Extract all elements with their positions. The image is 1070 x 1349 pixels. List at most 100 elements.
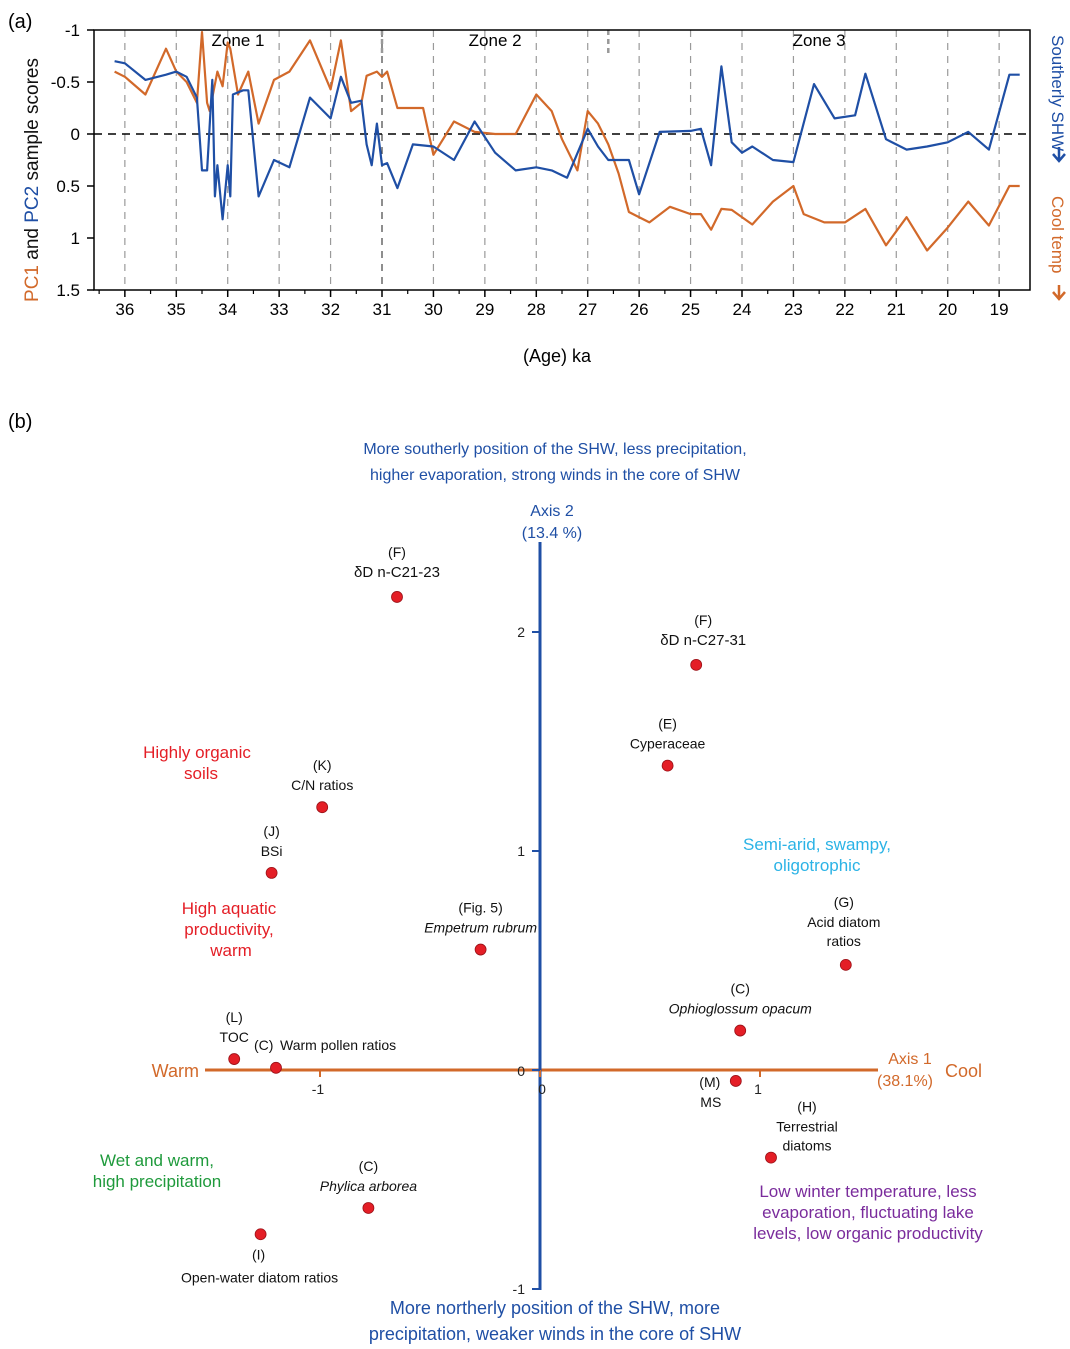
axis2-percent: (13.4 %) [522, 525, 582, 542]
panel-a-series [114, 30, 1020, 252]
data-point [765, 1151, 777, 1164]
series-line-pc2 [114, 60, 1020, 221]
point-label: Acid diatom ratios [807, 914, 880, 949]
panel-b-points: (F) δD n-C21-23 (F) δD n-C27-31 (E) Cyperacea… [181, 544, 880, 1285]
axis1-tick-label: 1 [754, 1081, 762, 1097]
data-point [254, 1228, 267, 1241]
x-tick-label: 30 [424, 300, 443, 319]
point-code: (K) [313, 757, 332, 773]
x-tick-label: 31 [373, 300, 392, 319]
y-tick-label: -1 [65, 21, 80, 40]
point-label: Phylica arborea [320, 1178, 417, 1194]
y-tick-label: 1.5 [56, 281, 80, 300]
note-semi-arid-2: oligotrophic [774, 856, 861, 875]
x-tick-label: 35 [167, 300, 186, 319]
data-point [391, 591, 403, 603]
data-point [316, 801, 329, 814]
point-label: Cyperaceae [630, 736, 706, 752]
point-label: BSi [261, 843, 283, 859]
point-code: (F) [694, 612, 712, 628]
x-tick-label: 36 [115, 300, 134, 319]
axis2-tick-label: 2 [517, 624, 525, 640]
note-wet-warm-1: Wet and warm, [100, 1151, 214, 1170]
point-label: C/N ratios [291, 777, 353, 793]
data-point [690, 658, 703, 671]
top-note-line-2: higher evaporation, strong winds in the … [370, 467, 741, 484]
panel-b-axes: -1 0 1 -1 0 1 2 [205, 542, 878, 1297]
x-tick-label: 25 [681, 300, 700, 319]
arrow-down-icon [1052, 147, 1066, 163]
point-label: Empetrum rubrum [424, 920, 537, 936]
axis1-percent: (38.1%) [877, 1073, 933, 1090]
note-low-winter-2: evaporation, fluctuating lake [762, 1203, 974, 1222]
zone-label: Zone 2 [469, 31, 522, 50]
axis2-tick-label: -1 [513, 1281, 526, 1297]
point-code: (G) [834, 894, 854, 910]
point-code: (Fig. 5) [458, 900, 502, 916]
x-tick-label: 23 [784, 300, 803, 319]
point-label: Open-water diatom ratios [181, 1269, 338, 1285]
y-tick-label: 0 [71, 125, 80, 144]
note-aquatic-1: High aquatic [182, 899, 277, 918]
top-note-line-1: More southerly position of the SHW, less… [363, 441, 746, 458]
point-code: (F) [388, 544, 406, 560]
data-point [474, 943, 487, 956]
note-highly-organic-2: soils [184, 764, 218, 783]
axis2-tick-label: 1 [517, 843, 525, 859]
data-point [265, 867, 278, 879]
arrow-down-icon [1052, 285, 1066, 301]
point-label: Ophioglossum opacum [669, 1001, 813, 1017]
x-tick-label: 22 [835, 300, 854, 319]
data-point [661, 759, 674, 772]
x-tick-label: 28 [527, 300, 546, 319]
panel-a-zones: Zone 1 Zone 2 Zone 3 [212, 30, 846, 56]
zone-label: Zone 3 [793, 31, 846, 50]
data-point [839, 958, 852, 971]
panel-a-grid [124, 30, 1000, 290]
axis1-label: Axis 1 [888, 1051, 932, 1068]
point-code: (M) [699, 1074, 720, 1090]
axis2-label: Axis 2 [530, 503, 574, 520]
y-label-pc2: PC2 [22, 186, 43, 223]
point-code: (H) [797, 1099, 816, 1115]
point-code: (C) [254, 1037, 273, 1053]
x-tick-label: 27 [578, 300, 597, 319]
series-line-pc1 [114, 30, 1020, 252]
data-point [734, 1024, 747, 1037]
x-tick-label: 24 [733, 300, 752, 319]
x-tick-label: 21 [887, 300, 906, 319]
data-point [362, 1202, 375, 1214]
point-label: δD n-C27-31 [660, 632, 746, 649]
y-tick-label: -0.5 [51, 73, 80, 92]
x-tick-label: 34 [218, 300, 237, 319]
y-tick-label: 1 [71, 229, 80, 248]
point-label: MS [700, 1094, 721, 1110]
cool-end-label: Cool [945, 1061, 982, 1081]
point-code: (J) [263, 823, 279, 839]
x-tick-label: 33 [270, 300, 289, 319]
axis1-tick-label: -1 [312, 1081, 325, 1097]
point-code: (I) [252, 1246, 265, 1262]
data-point [228, 1053, 241, 1065]
panel-a-y-ticks: -1 -0.5 0 0.5 1 1.5 [51, 21, 94, 300]
note-aquatic-3: warm [209, 941, 252, 960]
point-label: TOC [220, 1029, 249, 1045]
note-wet-warm-2: high precipitation [93, 1172, 222, 1191]
x-tick-label: 26 [630, 300, 649, 319]
panel-b-label: (b) [8, 411, 32, 433]
y-label-and: and [22, 223, 43, 265]
point-code: (E) [658, 716, 677, 732]
data-point [729, 1075, 742, 1087]
right-label-southerly-shw: Southerly SHW [1048, 35, 1067, 151]
note-highly-organic-1: Highly organic [143, 743, 251, 762]
y-label-rest: sample scores [22, 58, 43, 186]
panel-a-label: (a) [8, 11, 32, 33]
y-label-pc1: PC1 [22, 265, 43, 302]
note-low-winter-1: Low winter temperature, less [759, 1182, 976, 1201]
point-code: (C) [730, 981, 749, 997]
point-label: Warm pollen ratios [280, 1037, 396, 1053]
axis2-tick-label: 0 [517, 1063, 525, 1079]
warm-end-label: Warm [152, 1061, 199, 1081]
bottom-note-line-1: More northerly position of the SHW, more [390, 1298, 720, 1318]
